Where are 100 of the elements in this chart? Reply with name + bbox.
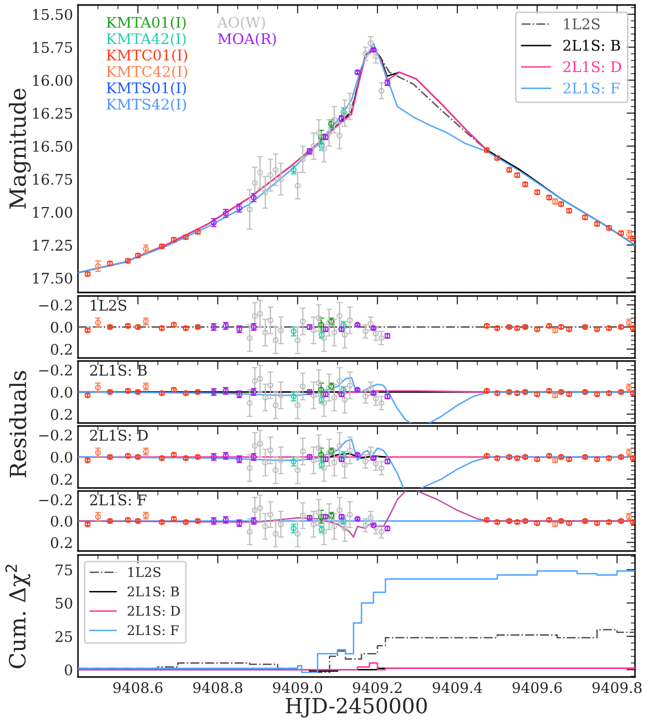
point (278, 521, 284, 528)
point (267, 512, 274, 518)
point (372, 524, 379, 530)
point (378, 465, 384, 472)
point (94, 263, 101, 270)
legend-label: KMTS42(I) (106, 98, 186, 112)
point (331, 523, 338, 530)
point (252, 180, 258, 186)
point (378, 335, 384, 342)
point (278, 457, 284, 464)
y-tick-label: 0.0 (50, 322, 72, 333)
y-tick-label: 15.75 (33, 42, 72, 53)
point (362, 522, 368, 528)
point (346, 512, 353, 518)
point (257, 505, 264, 512)
point (252, 442, 258, 449)
point (326, 130, 332, 136)
point (378, 88, 384, 94)
text: KMTC01(I) (106, 49, 188, 63)
point (362, 458, 368, 464)
point (252, 312, 258, 319)
point (257, 376, 264, 382)
y-tick-label: 17.00 (33, 206, 72, 218)
x-tick-label: 9408.6 (113, 682, 162, 694)
text: 2L1S: B (563, 40, 620, 51)
point (290, 526, 297, 532)
point (368, 514, 374, 521)
text: MOA(R) (218, 32, 276, 46)
point (94, 384, 101, 391)
y-tick-label: −0.2 (39, 430, 72, 441)
x-tick-label: 9409.8 (592, 682, 642, 694)
point (267, 382, 274, 388)
legend-label: 2L1S: F (128, 625, 179, 636)
point (257, 310, 264, 317)
point (310, 143, 317, 150)
point (306, 514, 313, 521)
point (294, 467, 301, 474)
text: AO(W) (217, 16, 265, 30)
legend-label: 1L2S (128, 567, 160, 578)
point (290, 328, 297, 334)
point (290, 166, 297, 173)
y-tick-label: −0.2 (39, 494, 72, 506)
y-tick-label: 25 (56, 631, 72, 642)
point (300, 156, 306, 162)
x-tick-label: 9408.8 (193, 682, 242, 694)
y-axis-title: Magnitude (8, 88, 31, 209)
text: KMTA01(I) (106, 16, 186, 30)
y-axis-title: Residuals (9, 371, 26, 478)
point (318, 452, 324, 458)
annotation: 2L1S: F (90, 494, 146, 506)
point (368, 320, 374, 327)
point (94, 450, 101, 456)
point (310, 327, 317, 334)
point (331, 116, 338, 123)
point (272, 530, 279, 537)
y-tick-label: 75 (56, 564, 72, 576)
point (300, 318, 306, 324)
y-tick-label: 0.0 (50, 452, 72, 463)
y-tick-label: 0.2 (50, 474, 72, 485)
y-tick-label: 0.2 (50, 344, 72, 355)
point (142, 246, 149, 252)
y-tick-label: 16.00 (33, 74, 72, 86)
point (94, 514, 101, 520)
point (318, 386, 324, 393)
legend-label: KMTS01(I) (106, 82, 186, 96)
point (320, 465, 327, 472)
point (94, 320, 101, 326)
y-tick-label: 17.50 (33, 272, 72, 284)
point (246, 400, 253, 406)
y-tick-label: 16.25 (33, 108, 72, 119)
point (320, 146, 327, 152)
point (262, 189, 268, 196)
point (336, 312, 343, 319)
point (257, 440, 264, 447)
point (336, 132, 343, 139)
point (267, 317, 274, 324)
point (368, 40, 374, 46)
point (246, 335, 253, 342)
point (294, 182, 301, 189)
text: KMTA42(I) (106, 32, 186, 46)
point (300, 512, 306, 519)
point (246, 465, 253, 472)
legend-label: 2L1S: B (128, 586, 179, 596)
point (272, 402, 279, 408)
point (336, 442, 343, 449)
point (246, 528, 253, 535)
point (257, 170, 264, 176)
point (262, 394, 268, 401)
point (278, 176, 284, 182)
point (342, 332, 348, 338)
point (310, 521, 317, 528)
point (346, 104, 353, 110)
point (368, 450, 374, 457)
y-tick-label: −0.2 (39, 364, 72, 376)
point (294, 337, 301, 344)
legend-label: 2L1S: D (128, 606, 180, 616)
y-tick-label: −0.2 (39, 300, 72, 311)
point (290, 458, 297, 464)
point (267, 172, 274, 178)
point (378, 400, 384, 406)
